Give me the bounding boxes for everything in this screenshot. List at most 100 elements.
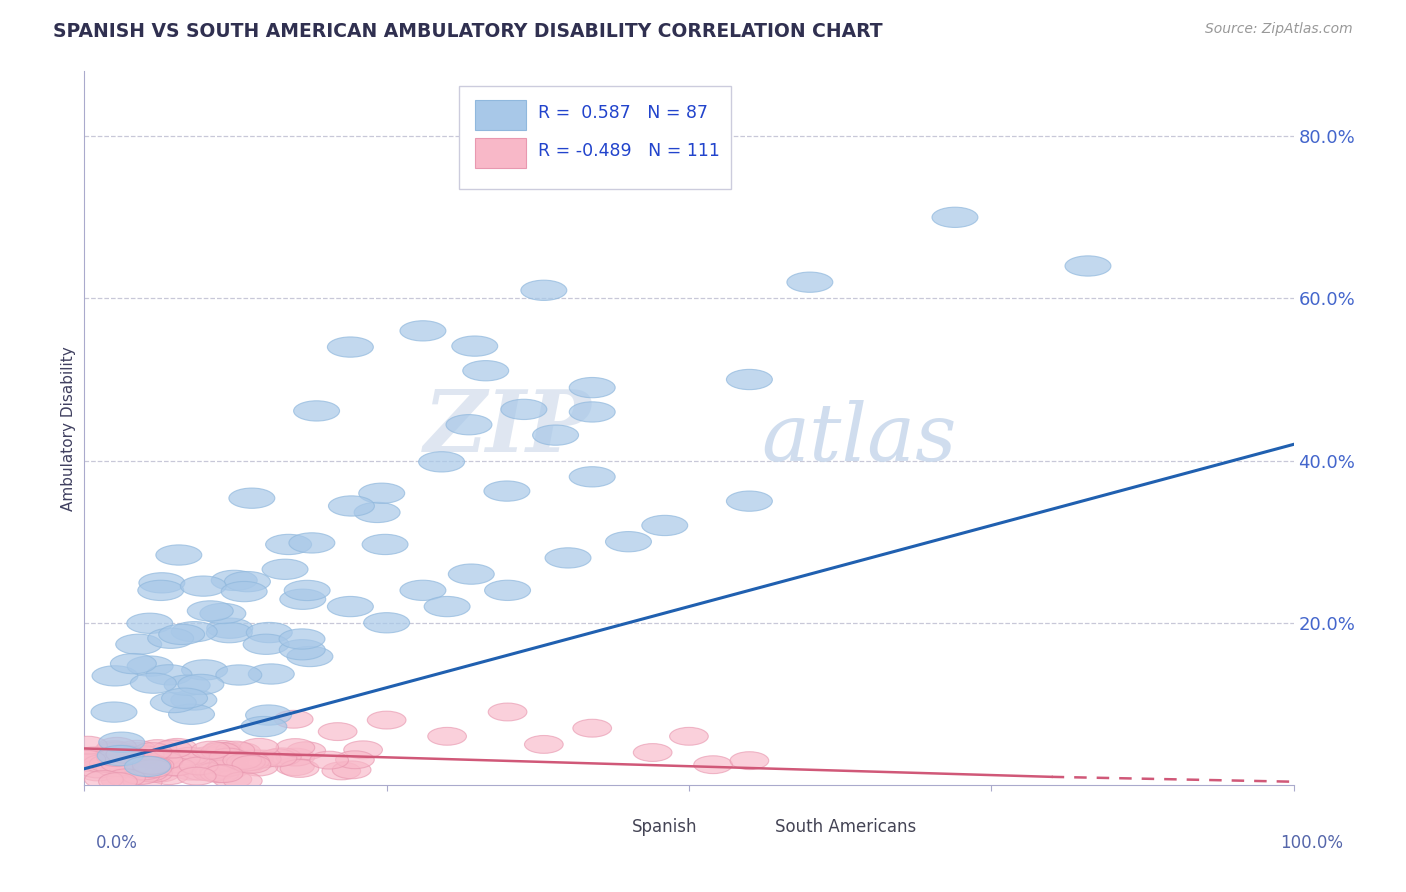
Ellipse shape (367, 711, 406, 729)
Ellipse shape (222, 742, 260, 760)
Ellipse shape (155, 758, 194, 776)
Ellipse shape (606, 532, 651, 552)
Ellipse shape (276, 757, 315, 775)
Ellipse shape (195, 764, 233, 781)
Ellipse shape (98, 772, 138, 790)
Ellipse shape (138, 580, 184, 600)
Ellipse shape (485, 580, 530, 600)
Ellipse shape (200, 747, 239, 764)
Ellipse shape (135, 756, 174, 774)
Ellipse shape (75, 747, 114, 764)
Ellipse shape (239, 758, 278, 776)
Ellipse shape (132, 756, 172, 774)
Text: 100.0%: 100.0% (1279, 834, 1343, 852)
Ellipse shape (96, 740, 134, 758)
Ellipse shape (336, 751, 374, 769)
Ellipse shape (328, 597, 374, 616)
Ellipse shape (318, 723, 357, 740)
Ellipse shape (359, 483, 405, 503)
Ellipse shape (399, 580, 446, 600)
Ellipse shape (131, 747, 170, 765)
Ellipse shape (209, 752, 249, 770)
Ellipse shape (115, 634, 162, 655)
Ellipse shape (287, 742, 326, 760)
Ellipse shape (97, 746, 143, 765)
Ellipse shape (787, 272, 832, 293)
Ellipse shape (162, 750, 200, 768)
Ellipse shape (172, 622, 217, 642)
Ellipse shape (105, 746, 143, 764)
Text: R =  0.587   N = 87: R = 0.587 N = 87 (538, 104, 707, 122)
Ellipse shape (142, 748, 181, 766)
Ellipse shape (200, 603, 246, 624)
Ellipse shape (569, 377, 616, 398)
Ellipse shape (276, 748, 315, 766)
FancyBboxPatch shape (475, 137, 526, 168)
Ellipse shape (165, 675, 209, 696)
Ellipse shape (488, 703, 527, 721)
Ellipse shape (287, 647, 333, 666)
Ellipse shape (125, 746, 165, 764)
Ellipse shape (129, 764, 167, 781)
Ellipse shape (97, 748, 135, 766)
Ellipse shape (84, 771, 124, 789)
Ellipse shape (225, 756, 264, 773)
Ellipse shape (343, 741, 382, 759)
Ellipse shape (135, 757, 173, 775)
Ellipse shape (162, 688, 208, 708)
Ellipse shape (419, 451, 464, 472)
Ellipse shape (69, 736, 107, 754)
Text: Source: ZipAtlas.com: Source: ZipAtlas.com (1205, 22, 1353, 37)
Ellipse shape (181, 763, 221, 780)
Ellipse shape (451, 336, 498, 356)
Ellipse shape (105, 746, 145, 764)
Ellipse shape (159, 755, 198, 772)
Ellipse shape (280, 589, 326, 609)
Ellipse shape (180, 576, 226, 596)
Ellipse shape (569, 467, 616, 487)
Y-axis label: Ambulatory Disability: Ambulatory Disability (60, 346, 76, 510)
Ellipse shape (246, 705, 291, 725)
Ellipse shape (79, 760, 118, 778)
FancyBboxPatch shape (475, 100, 526, 130)
Ellipse shape (211, 570, 257, 591)
Ellipse shape (97, 738, 136, 756)
Ellipse shape (200, 761, 239, 779)
Ellipse shape (329, 496, 374, 516)
Ellipse shape (97, 747, 135, 765)
Ellipse shape (217, 741, 254, 759)
Ellipse shape (569, 401, 616, 422)
Ellipse shape (274, 710, 314, 728)
Ellipse shape (98, 732, 145, 752)
Ellipse shape (572, 719, 612, 737)
Ellipse shape (177, 767, 217, 785)
Ellipse shape (193, 764, 231, 781)
Ellipse shape (207, 758, 246, 776)
Text: atlas: atlas (762, 401, 957, 477)
Ellipse shape (73, 750, 112, 768)
Ellipse shape (125, 756, 170, 777)
Ellipse shape (148, 628, 194, 648)
Ellipse shape (266, 534, 312, 555)
Ellipse shape (172, 690, 217, 710)
Text: R = -0.489   N = 111: R = -0.489 N = 111 (538, 143, 720, 161)
Ellipse shape (157, 739, 197, 756)
Ellipse shape (328, 337, 374, 357)
Ellipse shape (332, 761, 371, 779)
Ellipse shape (217, 665, 262, 685)
Ellipse shape (259, 749, 297, 767)
Ellipse shape (484, 481, 530, 501)
Ellipse shape (173, 763, 211, 780)
Ellipse shape (141, 764, 180, 782)
Ellipse shape (134, 764, 173, 782)
Ellipse shape (127, 613, 173, 633)
Ellipse shape (288, 533, 335, 553)
Ellipse shape (207, 623, 252, 643)
Ellipse shape (159, 624, 205, 645)
Ellipse shape (91, 665, 138, 686)
Ellipse shape (97, 742, 136, 760)
Ellipse shape (153, 740, 193, 758)
Ellipse shape (181, 660, 228, 680)
Ellipse shape (463, 360, 509, 381)
Text: Spanish: Spanish (633, 818, 697, 836)
